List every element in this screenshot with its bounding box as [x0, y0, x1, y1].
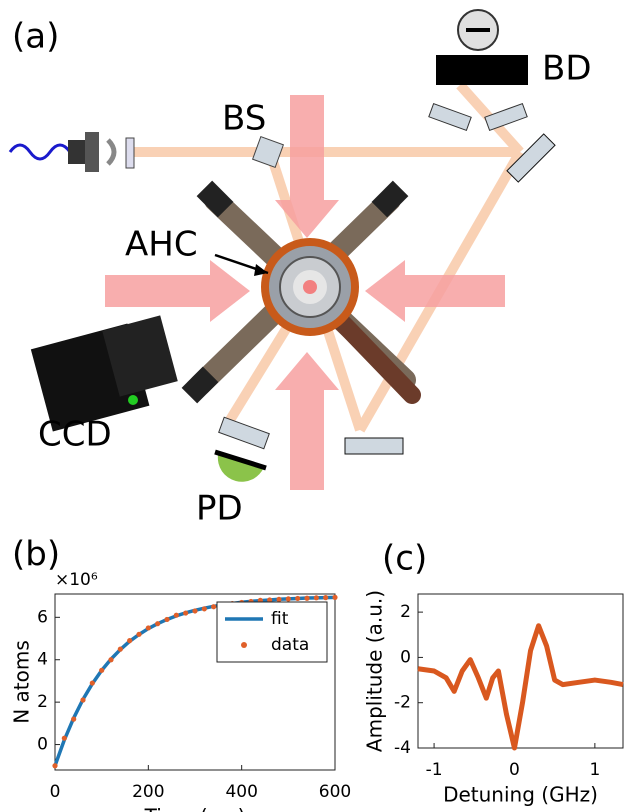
data-line	[417, 623, 624, 751]
data-point	[155, 621, 161, 627]
data-point	[323, 595, 329, 601]
data-point	[80, 697, 86, 703]
legend-box	[216, 601, 328, 663]
axis-multiplier: ×10⁶	[55, 570, 98, 590]
data-point	[117, 646, 123, 652]
y-tick-label: 0	[400, 647, 411, 667]
data-point	[201, 606, 207, 612]
panel-label: (c)	[382, 539, 427, 579]
data-point	[173, 612, 179, 618]
legend-label: data	[271, 635, 309, 655]
y-tick-label: 6	[37, 607, 48, 627]
data-point	[267, 597, 273, 603]
y-axis-label: Amplitude (a.u.)	[363, 590, 387, 752]
data-point	[313, 595, 319, 601]
bs-label: BS	[222, 99, 266, 139]
data-point	[295, 595, 301, 602]
y-tick-label: 0	[37, 735, 48, 755]
ahc-label: AHC	[125, 225, 198, 265]
legend-label: fit	[271, 609, 289, 629]
data-point	[164, 616, 170, 623]
data-point	[108, 657, 114, 663]
data-point	[285, 596, 291, 602]
data-point	[71, 716, 77, 722]
x-tick-label: 600	[319, 782, 351, 802]
y-tick-label: 4	[37, 650, 48, 670]
data-point	[276, 596, 282, 602]
data-point	[211, 604, 217, 610]
panel-label: (a)	[12, 17, 59, 57]
panel-label: (b)	[12, 535, 60, 575]
ccd-label: CCD	[38, 415, 112, 455]
x-tick-label: 400	[225, 782, 257, 802]
setup-diagram	[8, 9, 556, 490]
pd-label: PD	[196, 489, 243, 529]
x-axis-label: Time (ms)	[144, 805, 246, 812]
x-tick-label: 1	[589, 760, 600, 780]
data-point	[136, 631, 142, 637]
x-tick-label: -1	[426, 760, 443, 780]
bd-label: BD	[542, 49, 592, 89]
x-tick-label: 200	[132, 782, 164, 802]
data-point	[127, 638, 133, 644]
x-axis-label: Detuning (GHz)	[443, 783, 598, 807]
y-tick-label: -4	[394, 738, 411, 758]
data-point	[145, 625, 151, 631]
data-point	[183, 610, 189, 616]
data-point	[61, 735, 67, 741]
y-tick-label: 2	[400, 602, 411, 622]
y-axis-label: N atoms	[10, 640, 34, 724]
data-point	[89, 680, 95, 686]
data-point	[304, 595, 310, 601]
data-point	[52, 763, 58, 769]
data-point	[332, 594, 338, 600]
x-tick-label: 0	[50, 782, 61, 802]
legend-marker	[241, 642, 247, 648]
data-point	[192, 608, 198, 614]
y-tick-label: 2	[37, 692, 48, 712]
data-point	[99, 667, 105, 673]
y-tick-label: -2	[394, 693, 411, 713]
x-tick-label: 0	[509, 760, 520, 780]
